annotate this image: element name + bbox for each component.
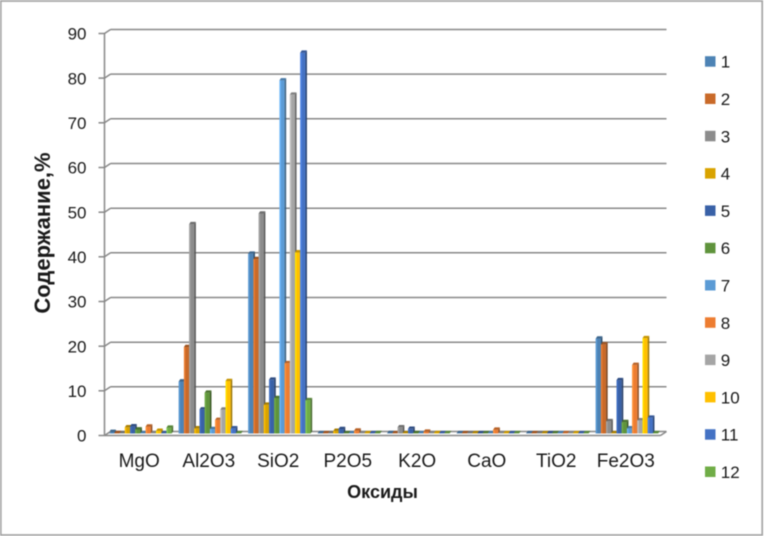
svg-text:80: 80 <box>68 69 87 88</box>
svg-text:1: 1 <box>721 53 730 72</box>
svg-text:TiO2: TiO2 <box>536 451 576 472</box>
svg-text:Fe2O3: Fe2O3 <box>597 451 655 472</box>
svg-text:50: 50 <box>68 203 87 222</box>
svg-text:2: 2 <box>721 90 730 109</box>
svg-text:6: 6 <box>721 239 730 258</box>
svg-text:11: 11 <box>721 426 739 445</box>
svg-text:MgO: MgO <box>119 451 160 472</box>
svg-text:8: 8 <box>721 314 730 333</box>
svg-text:70: 70 <box>68 114 87 133</box>
svg-text:10: 10 <box>68 382 87 401</box>
svg-text:SiO2: SiO2 <box>257 451 299 472</box>
svg-text:CaO: CaO <box>467 451 506 472</box>
svg-text:P2O5: P2O5 <box>324 451 373 472</box>
svg-text:Содержание,%: Содержание,% <box>30 152 55 313</box>
svg-text:0: 0 <box>77 427 86 446</box>
svg-text:K2O: K2O <box>398 451 436 472</box>
svg-text:12: 12 <box>721 463 740 482</box>
svg-text:40: 40 <box>68 248 87 267</box>
svg-text:10: 10 <box>721 388 740 407</box>
svg-text:5: 5 <box>721 202 730 221</box>
svg-text:9: 9 <box>721 351 730 370</box>
svg-text:4: 4 <box>721 165 730 184</box>
svg-text:7: 7 <box>721 277 730 296</box>
svg-text:20: 20 <box>68 337 87 356</box>
svg-text:3: 3 <box>721 127 730 146</box>
svg-text:30: 30 <box>68 293 87 312</box>
svg-text:Al2O3: Al2O3 <box>182 451 235 472</box>
svg-text:90: 90 <box>68 25 87 44</box>
svg-text:Оксиды: Оксиды <box>347 482 418 502</box>
svg-text:60: 60 <box>68 159 87 178</box>
